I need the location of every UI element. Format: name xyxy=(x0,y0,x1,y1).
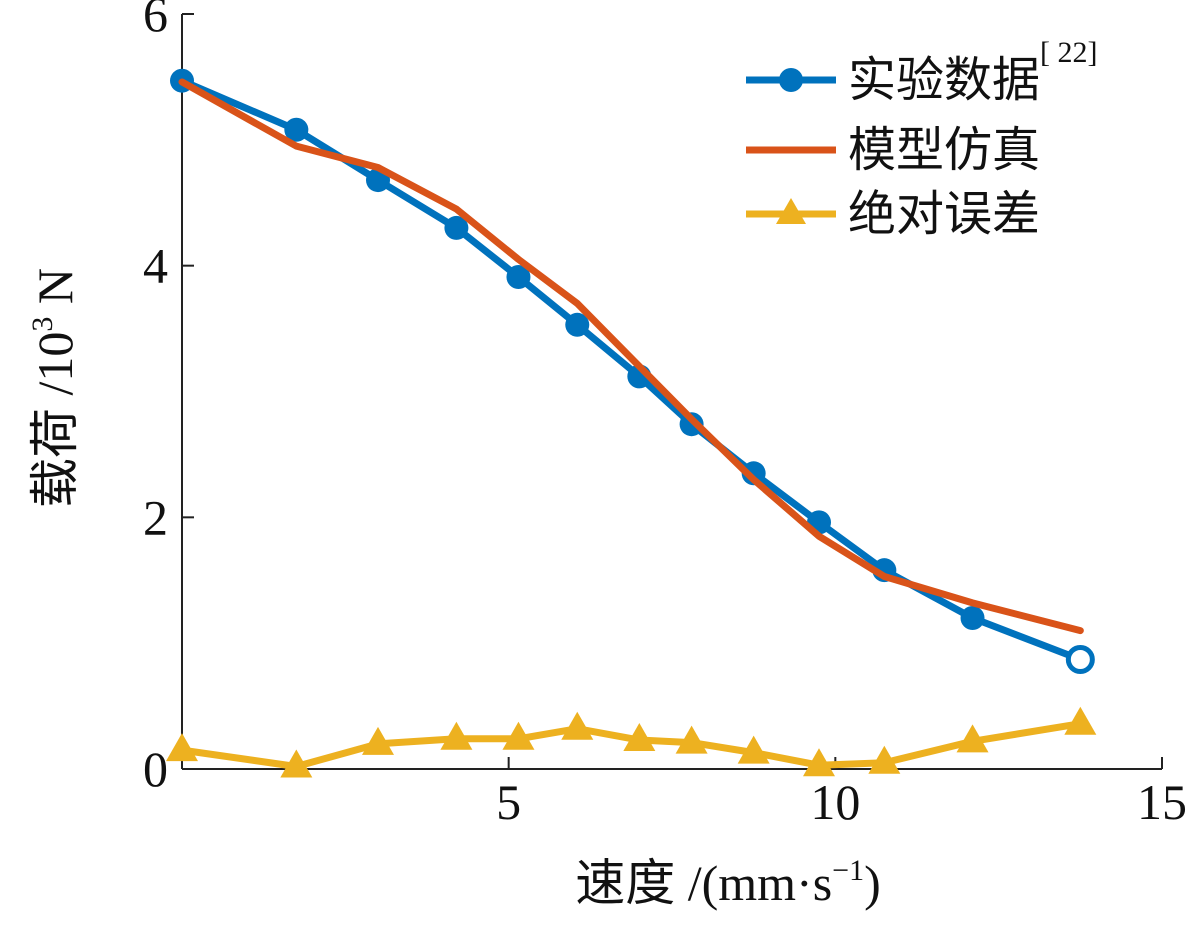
x-axis-title: 速度 /(mm·s−1) xyxy=(575,854,881,911)
data-point xyxy=(803,748,835,777)
y-tick-label: 2 xyxy=(143,489,168,545)
legend-label-experiment: 实验数据[ 22] xyxy=(848,36,1098,107)
data-point xyxy=(679,412,704,437)
data-point xyxy=(960,606,985,630)
data-point xyxy=(868,745,901,774)
legend-marker-error xyxy=(776,198,806,224)
data-point xyxy=(502,721,535,750)
legend-label-simulation: 模型仿真 xyxy=(848,124,1040,177)
y-tick-label: 0 xyxy=(143,741,168,797)
y-tick-label: 6 xyxy=(143,0,168,42)
y-axis-title: 载荷 /103 N xyxy=(26,268,83,508)
data-point xyxy=(675,725,708,754)
legend-marker-experiment xyxy=(779,68,803,92)
series-2 xyxy=(166,706,1097,778)
data-point xyxy=(166,733,198,762)
axes: 0 2 4 6 5 10 15 xyxy=(143,0,1187,830)
series-layer xyxy=(166,68,1097,778)
x-tick-label: 10 xyxy=(810,774,860,830)
legend-label-error: 绝对误差 xyxy=(848,188,1040,241)
data-point xyxy=(506,264,531,289)
series-0 xyxy=(170,68,1095,675)
data-point xyxy=(741,461,766,486)
x-tick-label: 15 xyxy=(1137,774,1187,830)
data-point xyxy=(284,117,309,142)
data-point xyxy=(280,749,313,778)
data-point xyxy=(623,723,656,752)
data-point xyxy=(565,312,590,337)
data-point xyxy=(444,215,469,240)
x-tick-label: 5 xyxy=(496,774,521,830)
data-point xyxy=(362,726,394,755)
series-line-1 xyxy=(178,78,1084,635)
data-point xyxy=(1065,645,1095,675)
data-point xyxy=(440,721,473,750)
series-1 xyxy=(178,78,1084,635)
data-point xyxy=(1064,706,1097,735)
data-point xyxy=(956,724,989,753)
data-point xyxy=(561,711,594,740)
y-tick-label: 4 xyxy=(143,238,168,294)
data-point xyxy=(737,735,770,764)
legend: 实验数据[ 22] 模型仿真 绝对误差 xyxy=(746,36,1098,241)
